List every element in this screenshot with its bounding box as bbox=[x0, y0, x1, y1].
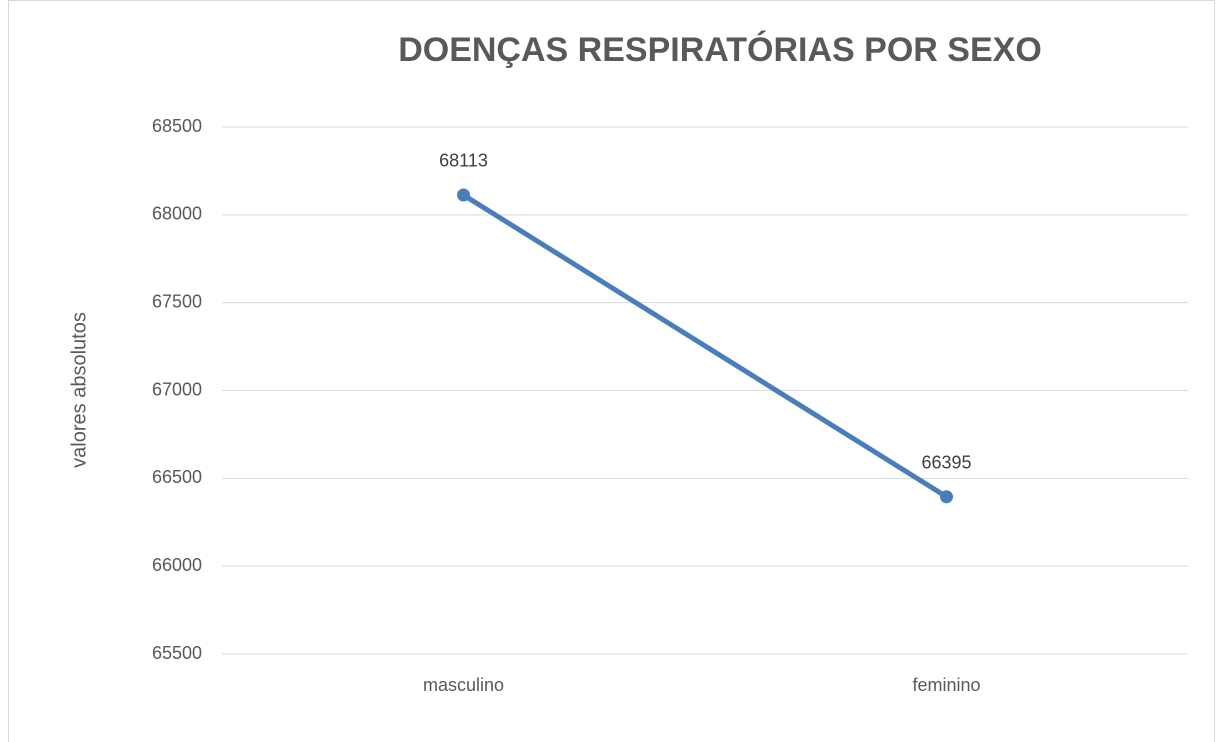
y-tick-label: 66500 bbox=[152, 467, 202, 487]
chart-border bbox=[8, 0, 1215, 742]
data-label: 68113 bbox=[439, 151, 488, 171]
data-point bbox=[940, 490, 953, 504]
y-tick-label: 68000 bbox=[152, 204, 202, 224]
y-tick-label: 66000 bbox=[152, 555, 202, 575]
y-tick-label: 67500 bbox=[152, 291, 202, 311]
x-tick-label: masculino bbox=[423, 675, 504, 695]
chart-title: DOENÇAS RESPIRATÓRIAS POR SEXO bbox=[398, 31, 1042, 69]
y-tick-label: 68500 bbox=[152, 116, 202, 136]
y-tick-label: 65500 bbox=[152, 643, 202, 663]
x-tick-label: feminino bbox=[912, 675, 980, 695]
y-tick-label: 67000 bbox=[152, 379, 202, 399]
data-line bbox=[461, 192, 949, 500]
data-label: 66395 bbox=[921, 453, 971, 473]
data-point bbox=[457, 188, 470, 202]
y-axis-label: valores absolutos bbox=[68, 312, 90, 468]
